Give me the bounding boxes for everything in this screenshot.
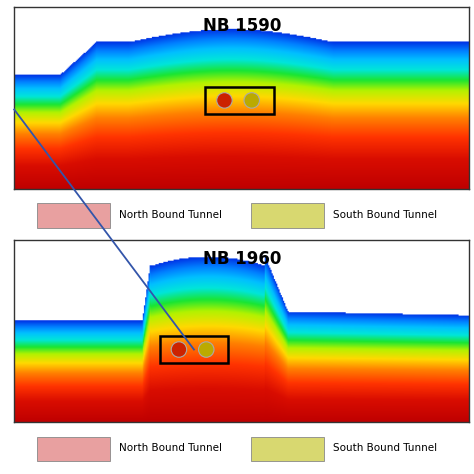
Circle shape xyxy=(244,93,259,108)
Bar xyxy=(251,203,324,228)
Text: NB 1960: NB 1960 xyxy=(202,250,281,268)
Circle shape xyxy=(199,342,214,357)
Text: NB 1590: NB 1590 xyxy=(202,17,281,35)
Circle shape xyxy=(171,342,187,357)
Text: South Bound Tunnel: South Bound Tunnel xyxy=(333,443,437,453)
Circle shape xyxy=(217,93,232,108)
Bar xyxy=(251,437,324,461)
Bar xyxy=(37,437,110,461)
Text: North Bound Tunnel: North Bound Tunnel xyxy=(119,210,222,220)
Bar xyxy=(160,336,228,363)
Bar xyxy=(37,203,110,228)
Text: South Bound Tunnel: South Bound Tunnel xyxy=(333,210,437,220)
Text: North Bound Tunnel: North Bound Tunnel xyxy=(119,443,222,453)
Bar xyxy=(205,87,273,114)
